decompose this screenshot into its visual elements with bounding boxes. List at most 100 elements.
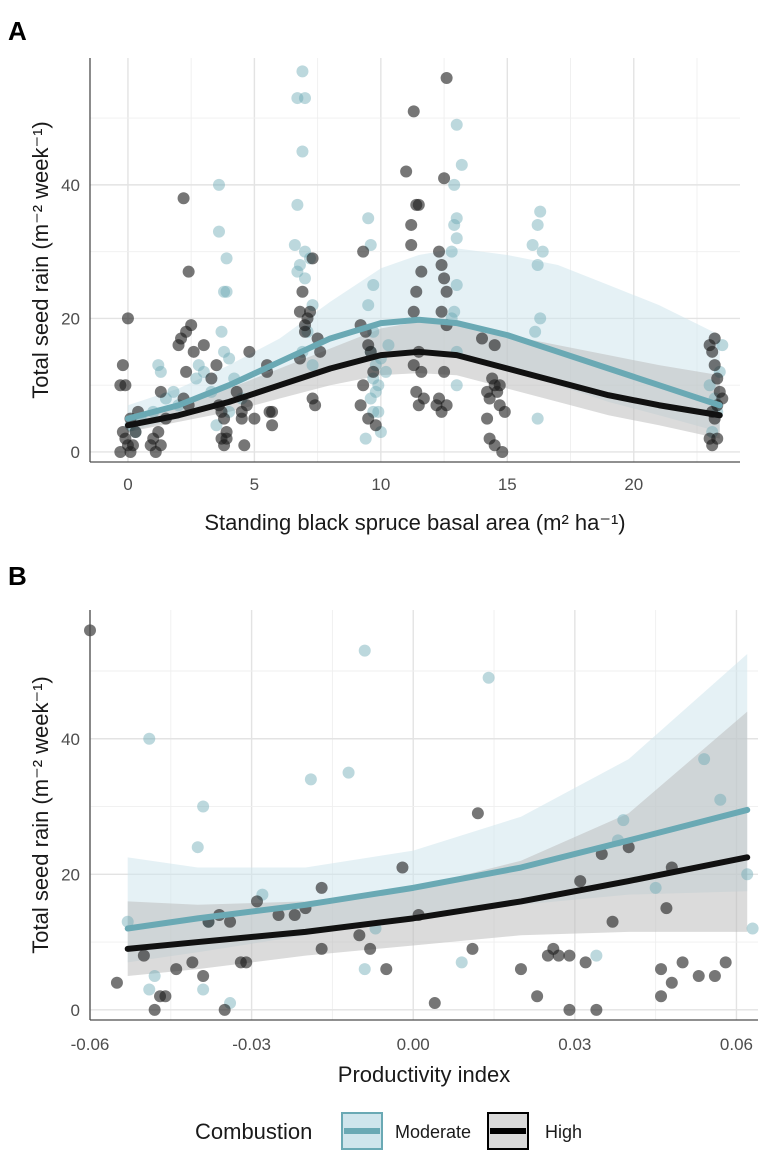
y-tick-label: 0 [71,1001,80,1020]
data-point-moderate [167,385,180,398]
data-point-high [708,332,721,345]
data-point-moderate [192,359,205,372]
data-point-high [186,956,199,969]
x-tick-label: -0.06 [71,1035,110,1054]
data-point-high [180,365,193,378]
data-point-high [412,198,425,211]
y-tick-label: 0 [71,443,80,462]
data-point-high [129,425,142,438]
data-point-moderate [369,385,382,398]
data-point-high [665,976,678,989]
data-point-high [315,881,328,894]
fit-line-high [124,348,723,429]
data-point-moderate [372,379,385,392]
data-point-high [493,379,506,392]
x-tick-label: 0.03 [558,1035,591,1054]
y-tick-label: 40 [61,176,80,195]
data-point-high [298,325,311,338]
data-point-high [240,956,253,969]
data-point-moderate [534,312,547,325]
data-point-high [114,445,127,458]
data-point-high [438,172,451,185]
data-point-moderate [154,365,167,378]
x-tick-label: 0 [123,475,132,494]
data-point-high [218,439,231,452]
fit-line-moderate [124,806,751,932]
data-point-high [476,332,489,345]
data-point-high [197,339,210,352]
data-point-moderate [448,218,461,231]
data-point-high [240,399,253,412]
data-point-high [197,969,210,982]
data-point-high [692,969,705,982]
data-point-moderate [529,325,542,338]
data-point-high [205,372,218,385]
data-point-moderate [220,285,233,298]
data-point-moderate [531,412,544,425]
data-point-high [364,942,377,955]
fit-line-high [124,854,751,952]
data-point-high [119,379,132,392]
x-tick-label: 20 [624,475,643,494]
data-point-high [407,105,420,118]
data-point-high [433,245,446,258]
data-point-moderate [212,225,225,238]
data-point-high [304,305,317,318]
legend-label-moderate: Moderate [395,1122,471,1142]
y-axis-title: Total seed rain (m⁻² week⁻¹) [28,676,53,954]
panel-label: A [8,16,27,46]
data-point-moderate [617,814,630,827]
data-point-high [407,305,420,318]
panel-a: 0 5 10 15 20 0 20 40 Standing black spruce basal… [8,16,740,535]
data-point-moderate [190,372,203,385]
data-point-high [110,976,123,989]
data-point-high [438,272,451,285]
data-point-moderate [746,922,759,935]
data-point-moderate [450,279,463,292]
data-point-high [676,956,689,969]
data-point-moderate [152,359,165,372]
data-point-high [187,345,200,358]
data-point-high [116,359,129,372]
data-point-moderate [191,841,204,854]
data-point-high [440,399,453,412]
data-point-moderate [293,259,306,272]
data-point-moderate [296,145,309,158]
data-point-high [711,372,724,385]
data-point-high [306,252,319,265]
data-point-moderate [342,766,355,779]
data-point-high [440,285,453,298]
data-point-high [405,218,418,231]
data-point-moderate [455,956,468,969]
data-point-high [415,265,428,278]
data-point-high [121,312,134,325]
y-tick-label: 20 [61,309,80,328]
y-tick-label: 40 [61,730,80,749]
data-point-high [438,365,451,378]
data-point-moderate [362,299,375,312]
data-point-high [430,399,443,412]
data-point-moderate [536,245,549,258]
data-point-high [466,942,479,955]
data-point-moderate [448,305,461,318]
data-point-moderate [296,65,309,78]
data-point-moderate [714,793,727,806]
data-point-moderate [450,379,463,392]
data-point-high [218,412,231,425]
panel-label: B [8,561,27,591]
data-point-moderate [288,238,301,251]
data-point-moderate [741,868,754,881]
x-axis-title: Standing black spruce basal area (m² ha⁻… [204,510,625,535]
data-point-moderate [450,232,463,245]
data-point-moderate [148,969,161,982]
data-point-high [440,72,453,85]
x-tick-label: 0.00 [397,1035,430,1054]
data-point-high [706,439,719,452]
x-tick-label: 15 [498,475,517,494]
data-point-high [353,929,366,942]
data-point-high [380,963,393,976]
x-tick-label: 0.06 [720,1035,753,1054]
data-point-high [137,949,150,962]
x-tick-label: 10 [371,475,390,494]
